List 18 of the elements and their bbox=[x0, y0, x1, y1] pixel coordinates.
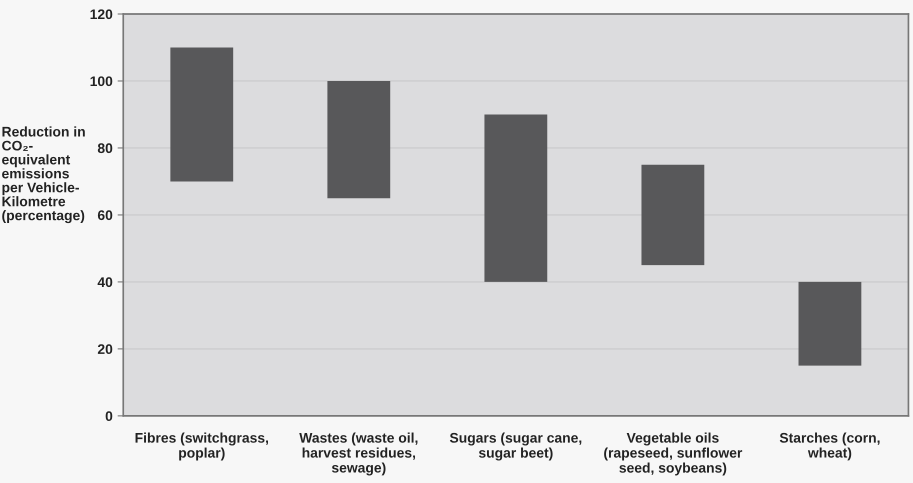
x-tick-label: Fibres (switchgrass, poplar) bbox=[136, 432, 268, 460]
x-tick-label: Wastes (waste oil, harvest residues, sewage) bbox=[299, 432, 418, 476]
y-tick-label: 20 bbox=[98, 344, 112, 354]
x-tick-label: Starches (corn, wheat) bbox=[780, 432, 880, 460]
y-axis-title: Reduction in CO₂- equivalent emissions per Vehicle- Kilometre (percentage) bbox=[2, 126, 85, 224]
y-tick-label: 0 bbox=[106, 411, 112, 422]
bar bbox=[798, 282, 862, 366]
y-tick-label: 60 bbox=[98, 210, 112, 220]
x-tick-label: Sugars (sugar cane, sugar beet) bbox=[450, 432, 582, 461]
y-tick-label: 120 bbox=[90, 9, 112, 20]
bar bbox=[641, 164, 704, 266]
bar bbox=[327, 80, 390, 198]
y-tick-label: 40 bbox=[98, 277, 112, 288]
bar bbox=[170, 47, 234, 182]
y-tick-label: 100 bbox=[90, 76, 112, 86]
bar bbox=[484, 114, 548, 282]
y-tick-label: 80 bbox=[98, 143, 112, 154]
x-tick-label: Vegetable oils (rapeseed, sunflower seed, soybeans) bbox=[604, 432, 742, 476]
